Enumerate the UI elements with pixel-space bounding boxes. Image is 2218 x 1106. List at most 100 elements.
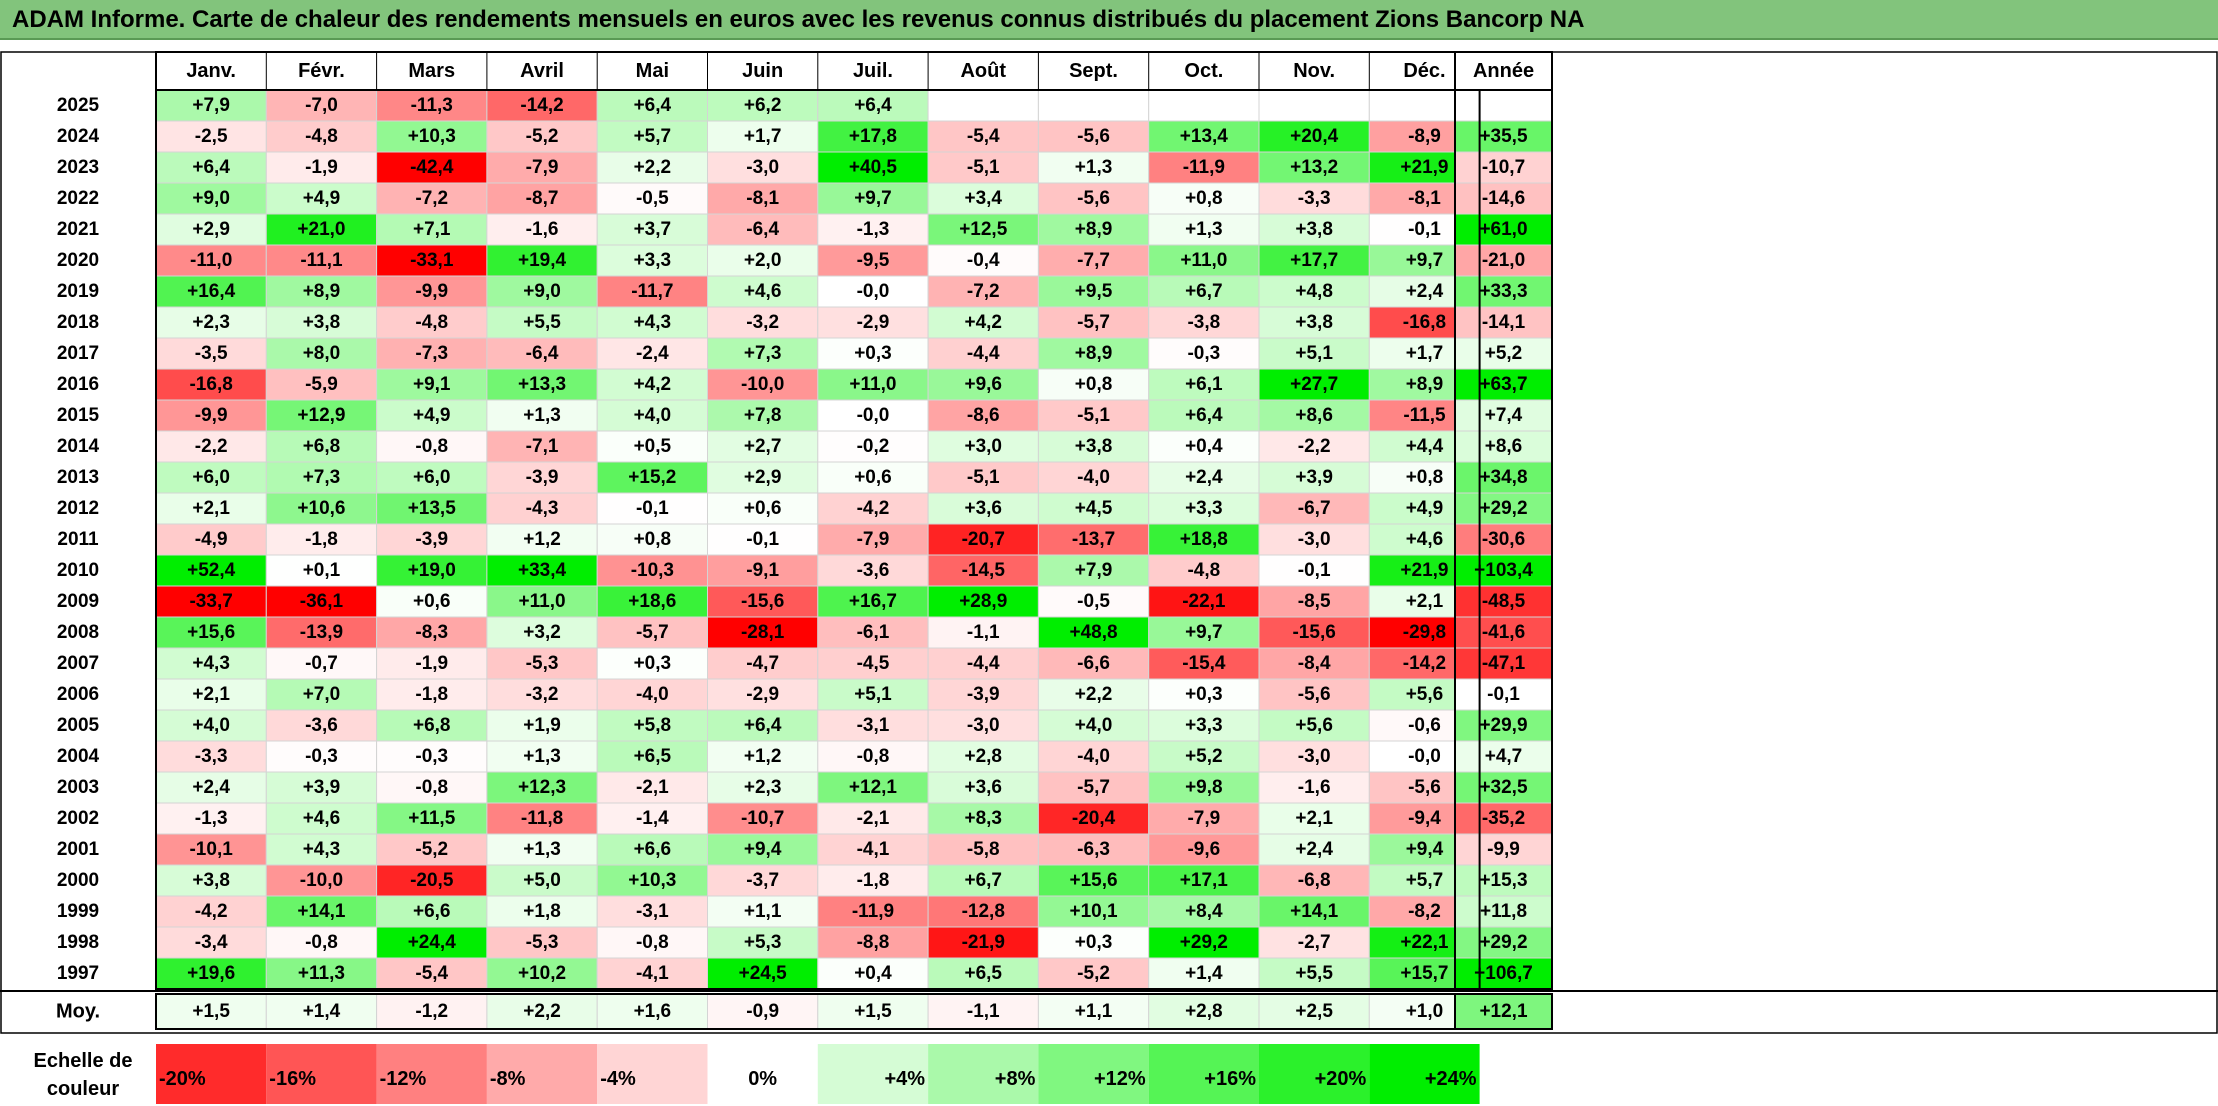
heatmap-cell-value: +48,8	[1070, 622, 1118, 643]
heatmap-cell-value: +8,9	[1075, 343, 1113, 364]
annual-cell	[1454, 523, 1553, 556]
annual-cell-value: +29,2	[1479, 932, 1527, 953]
heatmap-cell	[817, 337, 929, 370]
heatmap-cell	[376, 709, 488, 742]
heatmap-cell	[376, 802, 488, 835]
heatmap-cell-value: -11,8	[521, 808, 563, 829]
heatmap-cell-value: -3,1	[857, 715, 890, 736]
heatmap-cell-value: -0,8	[415, 777, 448, 798]
heatmap-cell	[1037, 120, 1150, 153]
heatmap-cell	[486, 306, 598, 339]
heatmap-cell	[1148, 678, 1260, 711]
heatmap-cell-value: +1,3	[523, 839, 561, 860]
heatmap-cell-value: +10,6	[297, 498, 345, 519]
heatmap-cell-value: +5,1	[854, 684, 892, 705]
annual-cell	[1454, 151, 1553, 184]
heatmap-cell	[1148, 647, 1260, 680]
annual-cell-value: +15,3	[1479, 870, 1527, 891]
heatmap-cell-value: +2,7	[744, 436, 782, 457]
heatmap-cell-value: -12,8	[962, 901, 1005, 922]
heatmap-cell-value: -2,2	[1298, 436, 1331, 457]
row-year-label: 2025	[57, 95, 100, 116]
heatmap-cell-value: -0,4	[967, 250, 1000, 271]
data-block-border	[155, 89, 1481, 990]
row-year-label: 2024	[57, 126, 100, 147]
heatmap-cell	[376, 244, 488, 277]
heatmap-cell-value: -0,1	[1408, 219, 1441, 240]
scale-swatch	[156, 1044, 267, 1104]
heatmap-cell	[1037, 275, 1150, 308]
heatmap-cell	[486, 523, 598, 556]
heatmap-cell-value: -0,1	[1298, 560, 1331, 581]
row-year-label: 2019	[57, 281, 99, 302]
heatmap-cell-value: -1,9	[305, 157, 338, 178]
heatmap-cell-value: +10,3	[628, 870, 676, 891]
scale-swatch	[1259, 1044, 1370, 1104]
heatmap-cell	[927, 306, 1039, 339]
annual-cell-value: -47,1	[1482, 653, 1526, 674]
heatmap-cell-value: +5,5	[523, 312, 561, 333]
heatmap-cell	[1258, 554, 1370, 587]
heatmap-cell-value: -29,8	[1403, 622, 1446, 643]
heatmap-cell-value: -4,0	[1077, 467, 1110, 488]
heatmap-cell-value: +5,0	[523, 870, 561, 891]
heatmap-cell-value: -5,1	[967, 467, 1000, 488]
scale-swatch	[376, 1044, 487, 1104]
heatmap-cell-value: +9,0	[523, 281, 561, 302]
heatmap-cell	[486, 368, 598, 401]
heatmap-cell-value: -2,9	[746, 684, 779, 705]
heatmap-cell-value: -6,7	[1298, 498, 1331, 519]
heatmap-cell	[486, 461, 598, 494]
heatmap-cell	[376, 213, 488, 246]
heatmap-cell-value: +9,8	[1185, 777, 1223, 798]
row-year-label: 2005	[57, 715, 100, 736]
heatmap-cell-value: +9,6	[964, 374, 1002, 395]
heatmap-cell	[376, 864, 488, 897]
heatmap-cell-value: +6,4	[634, 95, 672, 116]
heatmap-cell-value: -1,8	[857, 870, 890, 891]
heatmap-cell	[265, 864, 378, 897]
heatmap-cell-value: -0,8	[415, 436, 448, 457]
heatmap-cell-value: +0,4	[854, 963, 892, 984]
heatmap-cell-value: -7,3	[415, 343, 448, 364]
row-year-label: 2014	[57, 436, 100, 457]
heatmap-cell	[486, 709, 598, 742]
heatmap-cell	[596, 337, 709, 370]
heatmap-cell-value: +4,0	[192, 715, 230, 736]
heatmap-cell-value: -1,6	[526, 219, 559, 240]
heatmap-cell-value: -11,0	[190, 250, 232, 271]
heatmap-cell	[1148, 740, 1260, 773]
heatmap-cell-value: -20,7	[962, 529, 1005, 550]
heatmap-cell-value: -11,1	[300, 250, 343, 271]
heatmap-cell-value: +6,4	[192, 157, 230, 178]
heatmap-cell	[1037, 368, 1150, 401]
annual-cell-value: +106,7	[1474, 963, 1533, 984]
heatmap-cell	[1148, 771, 1260, 804]
heatmap-cell-value: -9,6	[1187, 839, 1220, 860]
annual-cell-value: +29,2	[1479, 498, 1527, 519]
scale-swatch	[266, 1044, 377, 1104]
heatmap-cell	[486, 957, 598, 990]
heatmap-cell-value: +3,6	[964, 498, 1002, 519]
month-header: Févr.	[298, 60, 345, 82]
month-header: Août	[960, 60, 1006, 82]
heatmap-cell	[376, 492, 488, 525]
heatmap-cell	[1037, 89, 1150, 122]
heatmap-cell-value: +3,8	[1075, 436, 1113, 457]
heatmap-cell-value: -2,5	[195, 126, 228, 147]
heatmap-cell-value: +6,7	[964, 870, 1002, 891]
heatmap-cell-value: +3,3	[634, 250, 672, 271]
heatmap-cell-value: -4,4	[967, 653, 1000, 674]
heatmap-cell	[927, 895, 1039, 928]
heatmap-cell-value: +0,5	[634, 436, 672, 457]
heatmap-cell-value: -7,1	[526, 436, 559, 457]
scale-stop-label: +12%	[1094, 1068, 1146, 1090]
annual-cell-value: +63,7	[1479, 374, 1527, 395]
heatmap-cell-value: +10,2	[518, 963, 566, 984]
row-year-label: 1998	[57, 932, 99, 953]
heatmap-cell-value: +18,8	[1180, 529, 1228, 550]
heatmap-cell-value: -7,9	[857, 529, 890, 550]
heatmap-cell	[927, 616, 1039, 649]
heatmap-cell	[155, 244, 267, 277]
heatmap-cell	[376, 833, 488, 866]
